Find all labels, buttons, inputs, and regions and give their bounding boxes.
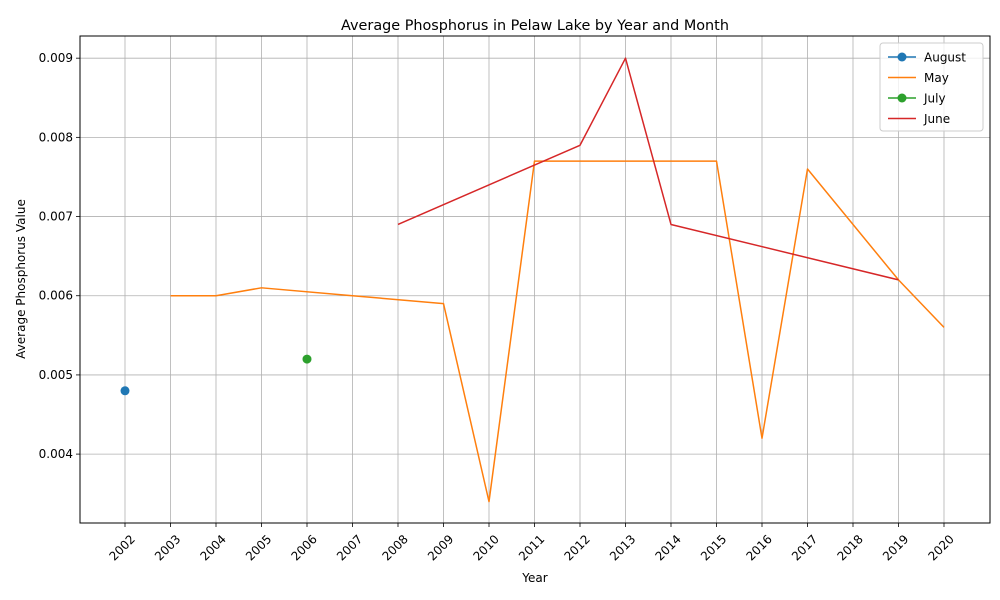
- series-line-june: [397, 57, 899, 281]
- series-line-may: [170, 160, 945, 503]
- legend: August May July June: [879, 42, 984, 132]
- legend-label-may: May: [924, 71, 949, 85]
- legend-box: [879, 42, 984, 132]
- legend-label-july: July: [923, 92, 946, 106]
- chart-title: Average Phosphorus in Pelaw Lake by Year…: [341, 18, 729, 34]
- legend-label-june: June: [923, 112, 950, 126]
- y-tick-label: 0.006: [39, 289, 73, 303]
- y-tick-label: 0.009: [39, 51, 73, 65]
- y-tick-label: 0.007: [39, 210, 73, 224]
- y-tick-label: 0.008: [39, 130, 73, 144]
- series-layer: [120, 57, 945, 503]
- y-axis-title: Average Phosphorus Value: [14, 199, 28, 359]
- x-axis-title: Year: [521, 571, 547, 585]
- y-tick-label: 0.004: [39, 447, 73, 461]
- data-point-july: [302, 354, 312, 364]
- y-axis-ticks: 0.004 0.005 0.006 0.007 0.008 0.009: [39, 51, 80, 461]
- y-tick-label: 0.005: [39, 368, 73, 382]
- legend-marker-august: [897, 52, 907, 62]
- plot-area-frame: [79, 35, 991, 524]
- legend-marker-july: [897, 93, 907, 103]
- data-point-august: [120, 386, 130, 396]
- legend-label-august: August: [924, 51, 966, 65]
